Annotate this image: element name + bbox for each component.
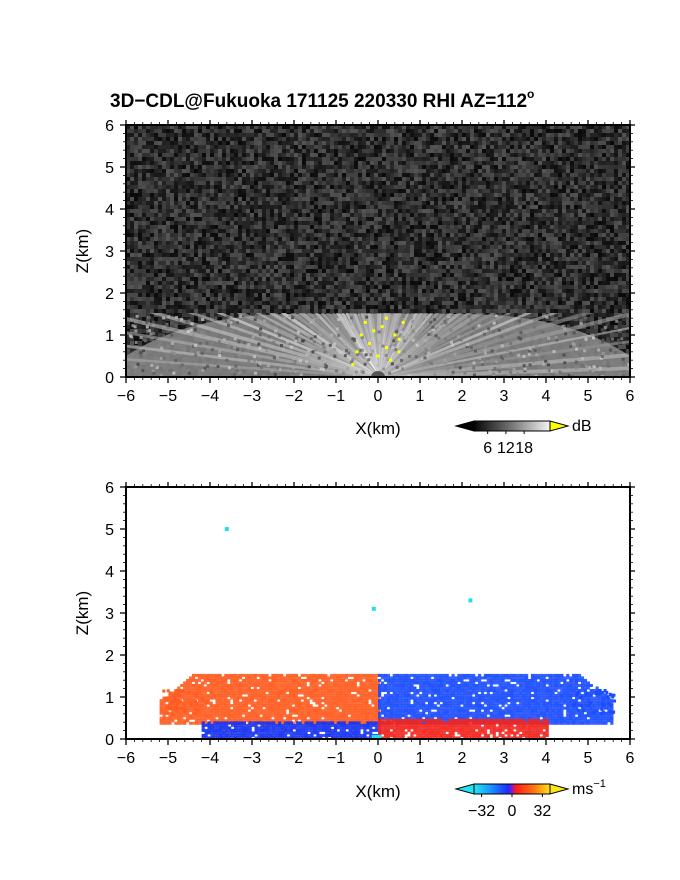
title-degree-mark: o: [527, 87, 534, 101]
snr-plot-area: [126, 125, 630, 377]
figure-title: 3D−CDL@Fukuoka 171125 220330 RHI AZ=112o: [110, 87, 534, 112]
